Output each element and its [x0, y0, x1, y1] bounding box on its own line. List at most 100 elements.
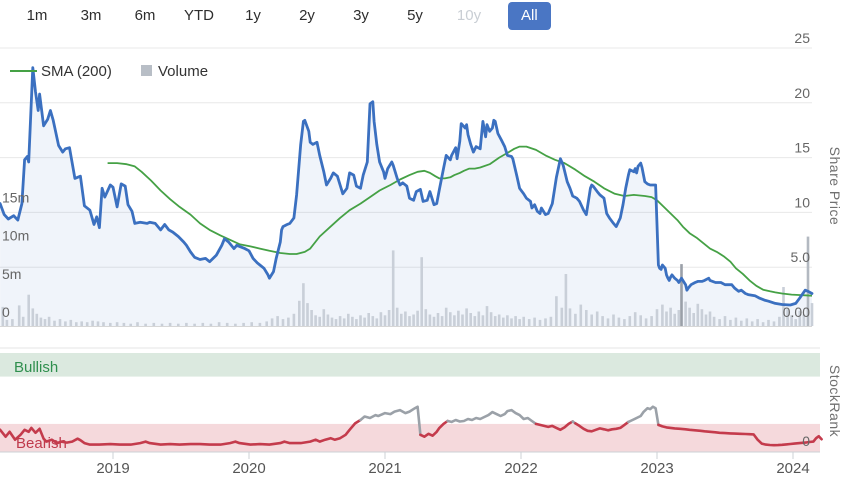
volume-bar — [306, 303, 309, 326]
volume-bar — [209, 323, 213, 326]
stockrank-line-neutral-segment — [627, 405, 660, 427]
volume-bar — [80, 321, 83, 326]
volume-bar — [363, 317, 366, 326]
volume-bar — [729, 319, 732, 326]
volume-bar — [136, 322, 139, 326]
volume-bar — [560, 307, 564, 326]
volume-bar — [606, 318, 610, 326]
volume-bar — [514, 316, 517, 326]
year-label: 2023 — [640, 460, 673, 477]
stockrank-axis-title: StockRank — [827, 365, 843, 438]
volume-bar — [718, 319, 721, 326]
volume-bar — [420, 257, 423, 326]
sma-legend-label: SMA (200) — [41, 63, 112, 80]
volume-bar — [383, 315, 387, 326]
volume-bar — [298, 300, 301, 326]
range-button-6m[interactable]: 6m — [134, 7, 156, 24]
range-button-ytd[interactable]: YTD — [184, 7, 214, 24]
volume-bar — [47, 316, 51, 326]
volume-axis-tick-labels: 15m 10m 5m 0 — [2, 189, 29, 320]
volume-bar — [465, 308, 468, 326]
volume-bar — [740, 320, 743, 326]
volume-bar — [469, 313, 472, 326]
volume-bar — [338, 316, 342, 326]
volume-bar — [193, 323, 196, 326]
volume-bar — [440, 316, 444, 326]
volume-bar — [53, 320, 56, 326]
volume-bar — [650, 316, 653, 326]
stockrank-line — [0, 405, 823, 447]
volume-bar — [242, 322, 245, 326]
price-tick-label: 20 — [794, 85, 810, 101]
volume-bar — [21, 316, 25, 326]
volume-bar — [152, 322, 156, 326]
range-button-3m[interactable]: 3m — [80, 7, 102, 24]
volume-bar — [794, 319, 797, 326]
volume-bar — [379, 312, 383, 326]
stockrank-plot-area[interactable] — [0, 348, 820, 452]
volume-bar — [533, 317, 536, 326]
volume-bar — [395, 307, 399, 326]
volume-bar — [704, 314, 708, 326]
volume-bar — [745, 318, 749, 326]
volume-bar — [612, 314, 615, 326]
main-chart-plot-area[interactable] — [0, 42, 812, 327]
volume-bar — [708, 311, 712, 326]
volume-bar — [436, 313, 440, 326]
bearish-label: Bearish — [16, 435, 67, 452]
volume-bar — [1, 306, 5, 326]
volume-bar — [160, 323, 164, 326]
volume-bar — [527, 319, 531, 326]
volume-bar — [424, 309, 428, 326]
volume-bar — [115, 322, 119, 326]
volume-bar — [96, 321, 100, 326]
range-toolbar: 1m 3m 6m YTD 1y 2y 3y 5y 10y All — [0, 0, 551, 32]
volume-bar — [144, 323, 147, 326]
price-tick-label: 25 — [794, 30, 810, 46]
volume-bar — [43, 319, 47, 326]
volume-bar — [574, 313, 577, 326]
main-chart-gridlines — [0, 47, 812, 268]
stockrank-zero-label: 0 — [802, 433, 810, 449]
year-label: 2022 — [504, 460, 537, 477]
volume-bar — [723, 316, 727, 326]
volume-bar — [5, 319, 9, 326]
volume-bar — [555, 296, 558, 326]
volume-bar — [39, 317, 43, 326]
volume-bar — [391, 250, 395, 326]
range-button-2y[interactable]: 2y — [299, 7, 315, 24]
volume-bar — [772, 321, 776, 326]
volume-bar — [270, 318, 274, 326]
volume-bar — [375, 318, 379, 326]
volume-bar — [400, 313, 403, 326]
volume-bar — [489, 312, 493, 326]
range-button-all[interactable]: All — [508, 2, 551, 30]
volume-bar — [234, 323, 237, 326]
volume-bar — [265, 321, 268, 326]
sma-line — [107, 145, 813, 297]
volume-bar — [168, 322, 172, 326]
volume-legend-label: Volume — [158, 63, 208, 80]
volume-bar — [518, 319, 521, 326]
share-price-axis-title: Share Price — [827, 147, 843, 226]
range-button-5y[interactable]: 5y — [407, 7, 423, 24]
price-tick-label: 5.0 — [791, 249, 811, 265]
range-button-1y[interactable]: 1y — [245, 7, 261, 24]
range-button-1m[interactable]: 1m — [26, 7, 48, 24]
volume-bar — [444, 307, 448, 326]
legend-item-sma[interactable]: SMA (200) — [10, 63, 112, 80]
range-button-3y[interactable]: 3y — [353, 7, 369, 24]
volume-bar — [673, 313, 676, 326]
volume-bar — [617, 317, 621, 326]
price-area-fill — [0, 67, 813, 326]
volume-bar — [497, 314, 501, 326]
legend-item-volume[interactable]: Volume — [141, 63, 208, 80]
volume-bar — [734, 317, 738, 326]
volume-bar — [330, 317, 334, 326]
stockrank-line-bearish-segment — [574, 420, 630, 433]
bullish-label: Bullish — [14, 359, 58, 376]
volume-bar — [412, 314, 415, 326]
volume-bar — [367, 313, 370, 326]
volume-bar — [767, 319, 770, 326]
year-label: 2021 — [368, 460, 401, 477]
